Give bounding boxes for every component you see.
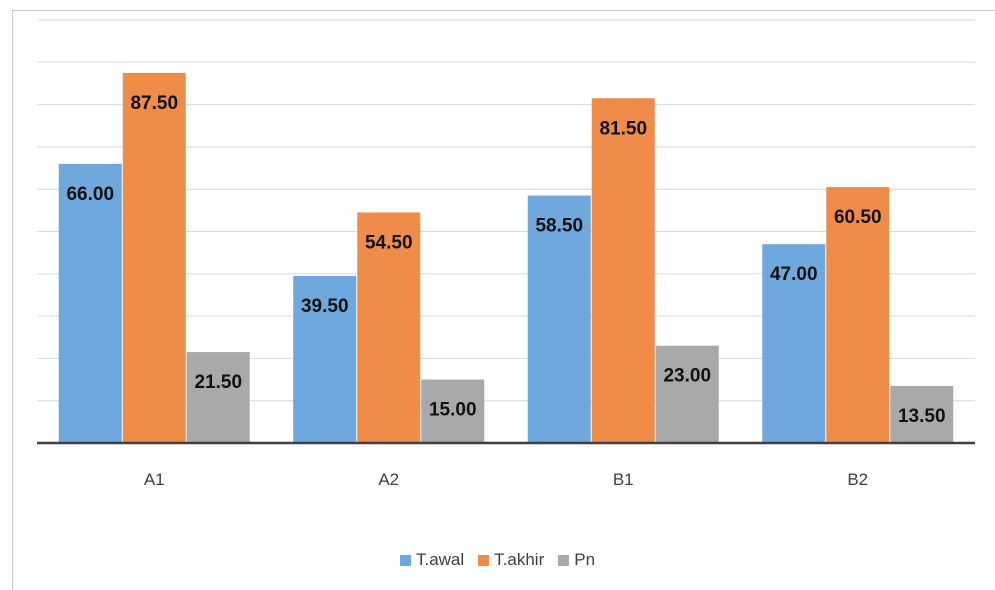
data-label: 15.00 [429,400,477,421]
bar-t-awal-a2 [293,275,357,443]
data-label: 23.00 [663,366,711,387]
legend-swatch [399,554,411,566]
bar-chart: 66.00 87.50 21.50 39.50 54.50 15.00 58.50 81.50… [37,19,975,489]
bars [58,72,954,443]
bar-t-awal-b1 [527,195,591,443]
bar-t-awal-a1 [58,163,122,443]
legend-label: T.akhir [494,550,545,569]
data-label: 58.50 [535,216,583,237]
bar-t-akhir-b1 [591,98,655,443]
data-labels: 66.00 87.50 21.50 39.50 54.50 15.00 58.50 81.50… [66,93,945,427]
bar-t-akhir-a2 [357,212,421,443]
data-label: 60.50 [834,207,882,228]
bar-t-awal-b2 [762,244,826,443]
legend-item: T.akhir [478,550,544,570]
legend-swatch [558,554,570,566]
data-label: 47.00 [770,264,818,285]
data-label: 81.50 [599,118,647,139]
legend-label: T.awal [415,550,465,569]
legend-label: Pn [574,550,596,569]
x-tick-label: A1 [144,470,165,489]
bar-pn-b1 [655,345,719,443]
data-label: 66.00 [66,184,114,205]
x-tick-label: B1 [613,470,634,489]
data-label: 39.50 [301,296,349,317]
legend: T.awal T.akhir Pn [0,550,995,570]
data-label: 13.50 [898,406,946,427]
x-tick-labels: A1 A2 B1 B2 [37,441,975,489]
legend-swatch [478,554,490,566]
x-tick-label: A2 [378,470,399,489]
legend-item: Pn [558,550,595,570]
bar-pn-a2 [421,379,485,443]
bar-pn-a1 [186,352,250,443]
chart-frame [12,10,995,590]
bar-t-akhir-a1 [122,72,186,443]
data-label: 54.50 [365,232,413,253]
bar-pn-b2 [890,385,954,443]
data-label: 87.50 [130,93,178,114]
bar-t-akhir-b2 [826,187,890,443]
x-tick-label: B2 [847,470,868,489]
data-label: 21.50 [194,372,242,393]
legend-item: T.awal [399,550,465,570]
